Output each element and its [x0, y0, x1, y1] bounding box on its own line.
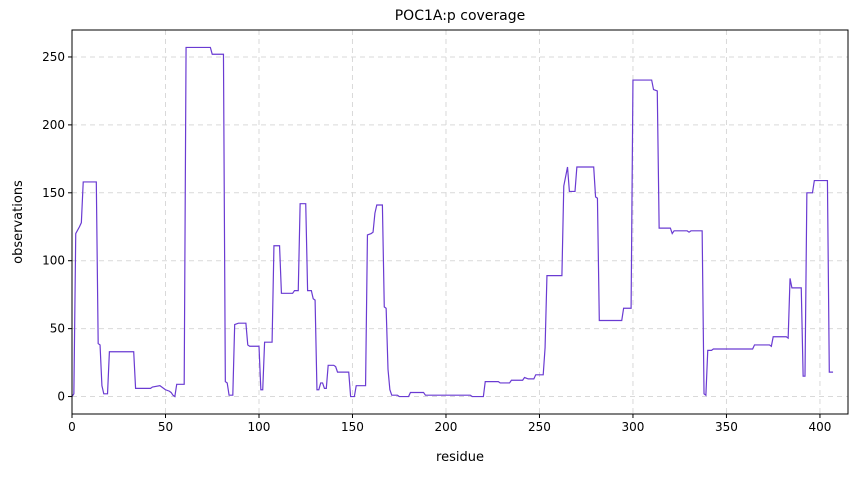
x-tick-label: 200: [435, 420, 458, 434]
x-axis-label: residue: [436, 450, 484, 465]
x-tick-label: 0: [68, 420, 76, 434]
y-tick-label: 200: [42, 118, 65, 132]
y-axis-label: observations: [11, 180, 26, 264]
y-tick-label: 0: [57, 390, 65, 404]
line-series: [71, 46, 834, 398]
x-tick-label: 100: [248, 420, 271, 434]
y-tick-label: 50: [50, 322, 65, 336]
y-tick-label: 250: [42, 50, 65, 64]
y-tick-label: 100: [42, 254, 65, 268]
x-tick-label: 350: [715, 420, 738, 434]
x-tick-label: 150: [341, 420, 364, 434]
x-tick-label: 300: [622, 420, 645, 434]
y-tick-label: 150: [42, 186, 65, 200]
x-tick-label: 50: [158, 420, 173, 434]
x-tick-label: 400: [808, 420, 831, 434]
x-tick-label: 250: [528, 420, 551, 434]
plot-frame: [71, 29, 849, 415]
chart-title: POC1A:p coverage: [395, 8, 526, 24]
